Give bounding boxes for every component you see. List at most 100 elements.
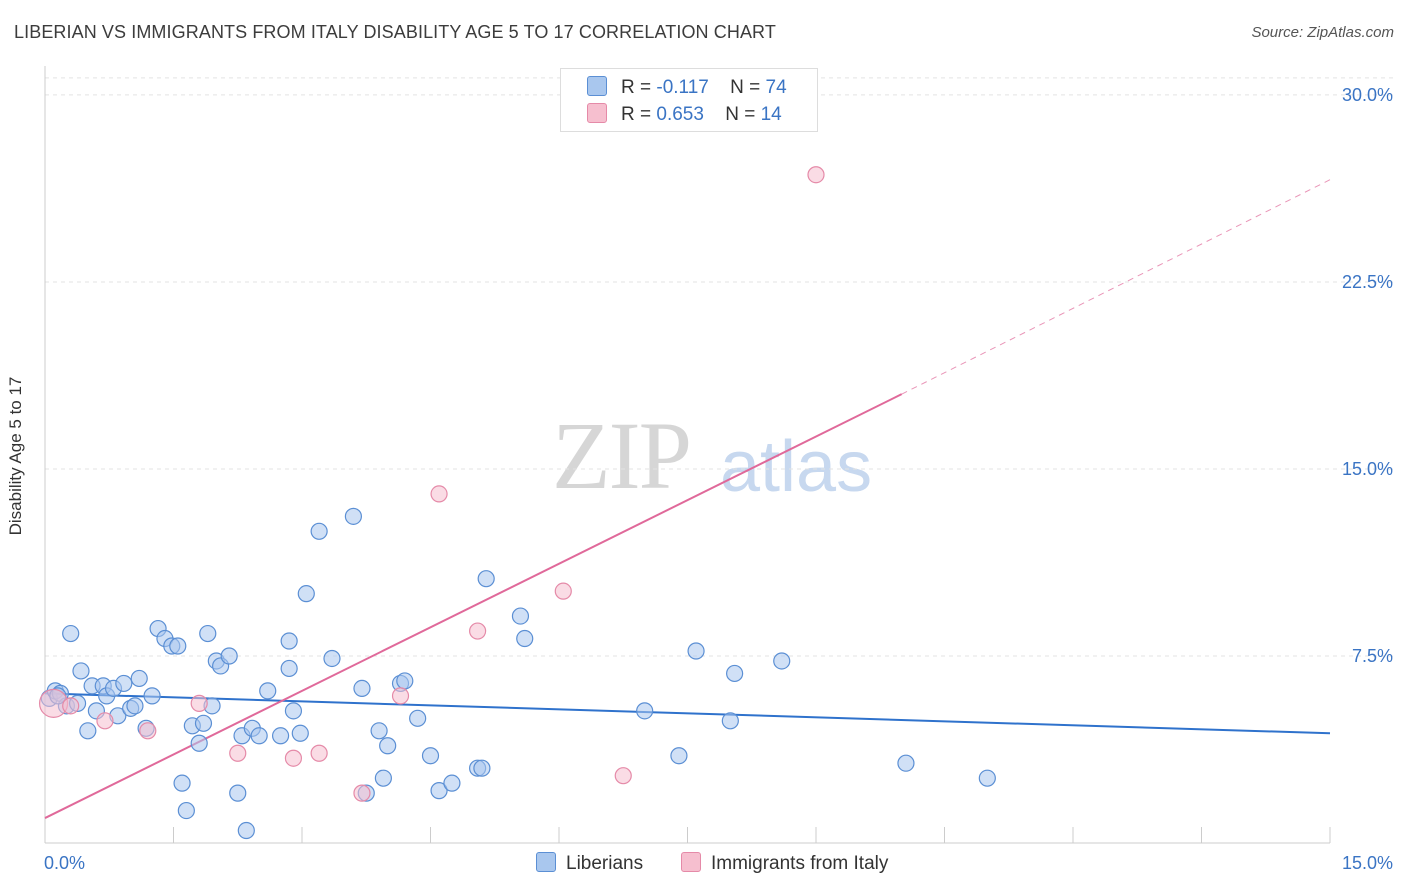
legend-n-value: 74 xyxy=(765,77,787,98)
point-liberians xyxy=(978,769,996,787)
point-liberians xyxy=(636,702,654,720)
trend-liberians xyxy=(44,692,1331,735)
chart-title: LIBERIAN VS IMMIGRANTS FROM ITALY DISABI… xyxy=(14,22,776,42)
point-italy xyxy=(807,166,825,184)
point-liberians xyxy=(379,737,397,755)
point-liberians xyxy=(726,664,744,683)
point-liberians xyxy=(115,674,133,693)
bottom-legend-swatch-pink xyxy=(681,852,701,872)
point-liberians xyxy=(173,774,191,792)
series-italy xyxy=(38,166,825,802)
y-axis-label: Disability Age 5 to 17 xyxy=(6,376,25,536)
legend: R = -0.117 N = 74 R = 0.653 N = 14 xyxy=(560,68,818,132)
point-liberians xyxy=(443,774,461,792)
point-liberians xyxy=(194,714,213,732)
point-liberians xyxy=(344,507,362,525)
point-liberians xyxy=(773,652,791,670)
point-italy xyxy=(554,582,572,600)
point-italy xyxy=(284,749,303,767)
y-tick-label: 30.0% xyxy=(1342,85,1393,105)
point-italy xyxy=(469,622,487,640)
trend-italy-extension xyxy=(901,179,1331,395)
trend-italy xyxy=(44,393,903,819)
point-italy xyxy=(139,722,157,740)
point-liberians xyxy=(291,724,309,742)
legend-n-label: N = xyxy=(730,77,766,98)
watermark-zip: ZIP xyxy=(552,402,692,509)
point-italy xyxy=(353,784,371,802)
point-liberians xyxy=(310,522,328,540)
point-liberians xyxy=(250,727,268,745)
point-italy xyxy=(96,712,114,730)
series-liberians xyxy=(40,507,996,840)
legend-r-label: R = xyxy=(621,77,657,98)
point-liberians xyxy=(259,682,277,700)
point-liberians xyxy=(421,747,440,765)
legend-r-value: 0.653 xyxy=(656,104,704,125)
point-italy xyxy=(190,694,208,712)
source-label: Source: ZipAtlas.com xyxy=(1251,24,1394,41)
point-liberians xyxy=(229,784,247,802)
point-liberians xyxy=(721,712,739,730)
point-liberians xyxy=(430,782,448,800)
watermark-atlas: atlas xyxy=(720,427,873,507)
tick-labels: 7.5% 15.0% 22.5% 30.0% 0.0% 15.0% xyxy=(44,85,1393,873)
point-liberians xyxy=(177,801,195,820)
x-tick-label: 0.0% xyxy=(44,853,85,873)
legend-row-liberians: R = -0.117 N = 74 xyxy=(587,76,787,99)
bottom-legend-liberians: Liberians xyxy=(536,852,643,875)
legend-row-italy: R = 0.653 N = 14 xyxy=(587,103,782,126)
point-liberians xyxy=(297,585,315,603)
y-tick-label: 15.0% xyxy=(1342,459,1393,479)
y-tick-label: 22.5% xyxy=(1342,272,1393,292)
point-liberians xyxy=(143,687,161,705)
point-liberians xyxy=(79,722,97,740)
legend-r-value: -0.117 xyxy=(656,77,709,98)
point-liberians xyxy=(220,647,238,665)
point-italy xyxy=(614,767,632,785)
point-liberians xyxy=(516,629,534,648)
point-liberians xyxy=(237,821,255,840)
point-liberians xyxy=(280,659,298,678)
bottom-legend-italy: Immigrants from Italy xyxy=(681,852,888,875)
trend-lines xyxy=(44,179,1331,819)
y-tick-label: 7.5% xyxy=(1352,646,1393,666)
x-tick-label: 15.0% xyxy=(1342,853,1393,873)
point-liberians xyxy=(374,769,392,787)
bottom-legend-label: Liberians xyxy=(566,853,644,874)
legend-n-value: 14 xyxy=(760,104,782,125)
point-liberians xyxy=(670,747,688,765)
point-liberians xyxy=(370,722,388,740)
point-liberians xyxy=(477,570,495,588)
point-liberians xyxy=(353,679,371,698)
point-liberians xyxy=(72,662,90,680)
point-liberians xyxy=(271,727,290,745)
point-liberians xyxy=(473,759,491,777)
point-italy xyxy=(229,744,247,762)
point-liberians xyxy=(511,607,530,625)
point-liberians xyxy=(199,624,217,643)
point-liberians xyxy=(284,702,303,720)
point-liberians xyxy=(280,632,298,650)
legend-swatch-pink xyxy=(587,103,607,123)
bottom-legend-label: Immigrants from Italy xyxy=(711,853,889,874)
point-liberians xyxy=(62,624,80,643)
point-italy xyxy=(62,697,80,715)
point-liberians xyxy=(169,637,187,655)
point-italy xyxy=(391,687,410,705)
legend-swatch-blue xyxy=(587,76,607,96)
point-liberians xyxy=(897,754,915,772)
legend-r-label: R = xyxy=(621,104,657,125)
point-liberians xyxy=(130,669,148,688)
point-italy xyxy=(310,744,328,762)
point-liberians xyxy=(396,672,414,690)
legend-n-label: N = xyxy=(725,104,761,125)
bottom-legend-swatch-blue xyxy=(536,852,556,872)
point-liberians xyxy=(190,734,208,752)
point-liberians xyxy=(409,709,427,727)
point-liberians xyxy=(687,642,705,660)
point-liberians xyxy=(126,697,144,715)
grid xyxy=(45,77,1395,657)
point-italy xyxy=(430,485,448,503)
